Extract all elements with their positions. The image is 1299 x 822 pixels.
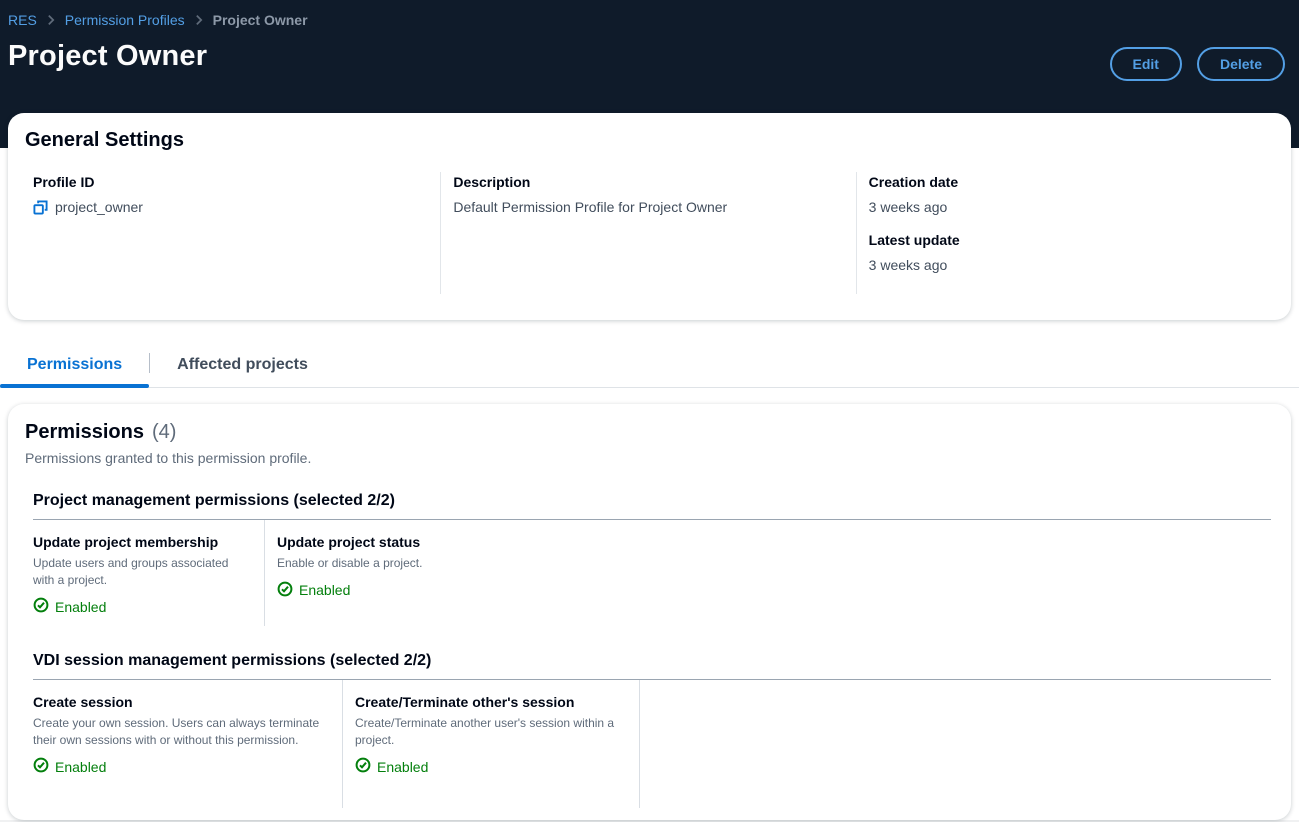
permission-name: Create/Terminate other's session [355,694,575,711]
permission-status: Enabled [277,581,489,600]
section-heading-vdi-session-management: VDI session management permissions (sele… [33,652,432,670]
breadcrumb-link-res[interactable]: RES [8,12,37,28]
copy-icon[interactable] [33,199,48,215]
edit-button[interactable]: Edit [1109,47,1182,81]
page-background-strip [0,820,1299,822]
description-value: Default Permission Profile for Project O… [453,199,728,215]
project-management-items: Update project membership Update users a… [33,520,1271,627]
description-label: Description [453,174,531,190]
permission-item-update-project-status: Update project status Enable or disable … [265,520,501,626]
permission-item-create-session: Create session Create your own session. … [33,680,343,809]
permission-description: Enable or disable a project. [277,556,423,570]
breadcrumb-current: Project Owner [212,12,308,28]
permission-status: Enabled [355,757,627,776]
permissions-description: Permissions granted to this permission p… [25,450,312,466]
permission-description: Create your own session. Users can alway… [33,716,320,747]
permission-name: Update project membership [33,534,219,550]
status-label: Enabled [55,598,107,615]
general-settings-card: General Settings Profile ID project_owne… [8,113,1291,320]
permission-item-update-project-membership: Update project membership Update users a… [33,520,265,627]
profile-id-label: Profile ID [33,174,95,190]
breadcrumb-separator-icon [44,13,58,27]
status-label: Enabled [55,758,107,775]
status-success-icon [33,597,49,616]
header-actions: Edit Delete [1109,47,1285,81]
permissions-title: Permissions [25,421,144,443]
vdi-session-items: Create session Create your own session. … [33,680,1271,809]
latest-update-label: Latest update [868,232,960,248]
general-settings-col-1: Profile ID project_owner [25,172,440,294]
latest-update-value: 3 weeks ago [868,257,948,273]
permission-item-create-terminate-others-session: Create/Terminate other's session Create/… [343,680,640,809]
status-label: Enabled [299,582,351,599]
permissions-count: (4) [151,421,177,443]
permission-description: Create/Terminate another user's session … [355,716,615,747]
breadcrumb: RES Permission Profiles Project Owner [8,12,1285,28]
section-divider [33,519,1271,520]
page-title: Project Owner [8,40,208,72]
tab-divider [149,353,151,373]
general-settings-col-2: Description Default Permission Profile f… [440,172,855,294]
permissions-card: Permissions (4) Permissions granted to t… [8,404,1291,820]
permission-status: Enabled [33,757,330,776]
section-heading-project-management: Project management permissions (selected… [33,492,395,509]
tab-permissions[interactable]: Permissions [0,343,150,388]
status-success-icon [277,581,293,600]
general-settings-title: General Settings [25,129,184,151]
tab-bar: Permissions Affected projects [0,343,1299,388]
permission-name: Create session [33,694,133,711]
status-success-icon [33,757,49,776]
status-label: Enabled [377,758,429,775]
section-divider [33,679,1271,681]
permission-name: Update project status [277,534,421,550]
permission-status: Enabled [33,597,252,616]
breadcrumb-separator-icon [192,13,206,27]
tab-affected-projects[interactable]: Affected projects [177,356,308,373]
general-settings-col-3: Creation date 3 weeks ago Latest update … [855,172,1271,294]
profile-id-value: project_owner [55,199,143,215]
creation-date-value: 3 weeks ago [868,199,948,215]
delete-button[interactable]: Delete [1196,47,1285,81]
breadcrumb-link-permission-profiles[interactable]: Permission Profiles [64,12,185,28]
creation-date-label: Creation date [868,174,959,190]
permission-description: Update users and groups associated with … [33,556,229,587]
status-success-icon [355,757,371,776]
general-settings-grid: Profile ID project_owner Description Def… [25,172,1271,294]
